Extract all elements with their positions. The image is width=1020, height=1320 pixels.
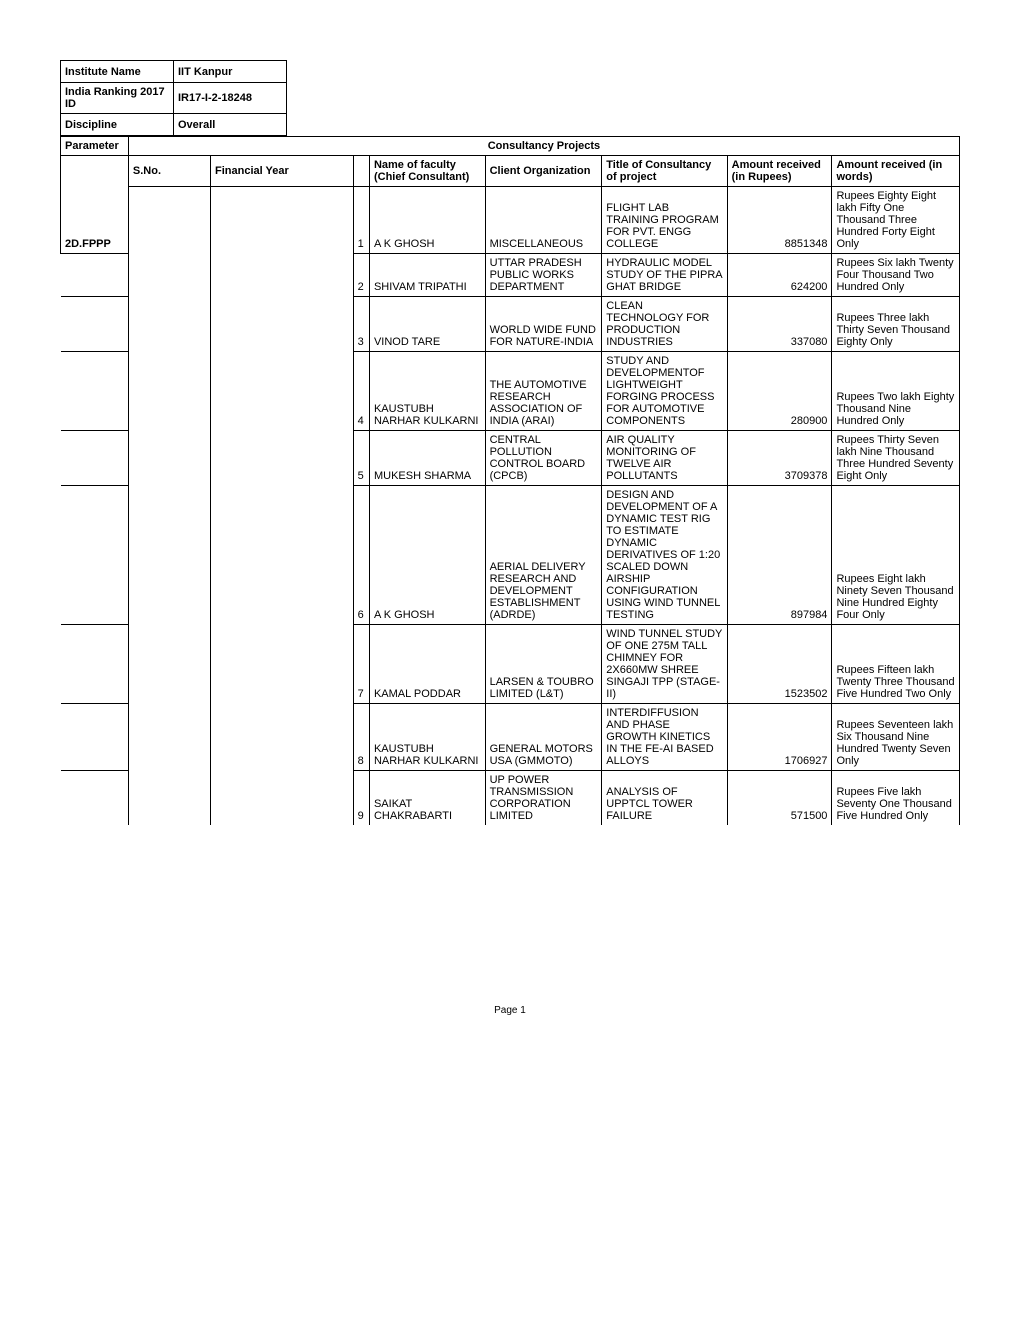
row-words: Rupees Three lakh Thirty Seven Thousand … — [832, 297, 960, 352]
row-faculty: KAUSTUBH NARHAR KULKARNI — [369, 352, 485, 431]
spacer-cell — [61, 431, 129, 486]
column-header-row: 2D.FPPP S.No. Financial Year Name of fac… — [61, 156, 960, 187]
row-idx: 4 — [353, 352, 369, 431]
row-words: Rupees Eighty Eight lakh Fifty One Thous… — [832, 187, 960, 254]
section-title: Consultancy Projects — [128, 137, 959, 156]
spacer-cell — [61, 771, 129, 826]
page-footer: Page 1 — [60, 1005, 960, 1016]
col-year: Financial Year — [211, 156, 354, 187]
spacer-cell — [61, 486, 129, 625]
row-title: HYDRAULIC MODEL STUDY OF THE PIPRA GHAT … — [602, 254, 727, 297]
row-faculty: A K GHOSH — [369, 486, 485, 625]
row-amount: 3709378 — [727, 431, 832, 486]
row-words: Rupees Eight lakh Ninety Seven Thousand … — [832, 486, 960, 625]
row-amount: 624200 — [727, 254, 832, 297]
row-amount: 8851348 — [727, 187, 832, 254]
row-amount: 337080 — [727, 297, 832, 352]
spacer-cell — [61, 297, 129, 352]
row-idx: 9 — [353, 771, 369, 826]
row-faculty: SHIVAM TRIPATHI — [369, 254, 485, 297]
row-client: UTTAR PRADESH PUBLIC WORKS DEPARTMENT — [485, 254, 602, 297]
row-client: THE AUTOMOTIVE RESEARCH ASSOCIATION OF I… — [485, 352, 602, 431]
row-faculty: VINOD TARE — [369, 297, 485, 352]
row-faculty: MUKESH SHARMA — [369, 431, 485, 486]
row-title: AIR QUALITY MONITORING OF TWELVE AIR POL… — [602, 431, 727, 486]
row-title: INTERDIFFUSION AND PHASE GROWTH KINETICS… — [602, 704, 727, 771]
row-faculty: SAIKAT CHAKRABARTI — [369, 771, 485, 826]
row-client: LARSEN & TOUBRO LIMITED (L&T) — [485, 625, 602, 704]
row-client: CENTRAL POLLUTION CONTROL BOARD (CPCB) — [485, 431, 602, 486]
institute-label: Institute Name — [61, 61, 174, 83]
main-table: Parameter Consultancy Projects 2D.FPPP S… — [60, 136, 960, 825]
row-idx: 2 — [353, 254, 369, 297]
row-amount: 897984 — [727, 486, 832, 625]
row-amount: 280900 — [727, 352, 832, 431]
spacer-cell — [61, 352, 129, 431]
row-faculty: A K GHOSH — [369, 187, 485, 254]
row-client: UP POWER TRANSMISSION CORPORATION LIMITE… — [485, 771, 602, 826]
row-client: GENERAL MOTORS USA (GMMOTO) — [485, 704, 602, 771]
row-amount: 1706927 — [727, 704, 832, 771]
spacer-cell — [61, 254, 129, 297]
row-idx: 1 — [353, 187, 369, 254]
row-faculty: KAUSTUBH NARHAR KULKARNI — [369, 704, 485, 771]
year-cell — [211, 187, 354, 826]
section-row: Parameter Consultancy Projects — [61, 137, 960, 156]
discipline-value: Overall — [174, 114, 287, 136]
col-client: Client Organization — [485, 156, 602, 187]
row-words: Rupees Seventeen lakh Six Thousand Nine … — [832, 704, 960, 771]
row-words: Rupees Five lakh Seventy One Thousand Fi… — [832, 771, 960, 826]
row-idx: 3 — [353, 297, 369, 352]
row-title: STUDY AND DEVELOPMENTOF LIGHTWEIGHT FORG… — [602, 352, 727, 431]
institute-value: IIT Kanpur — [174, 61, 287, 83]
row-amount: 1523502 — [727, 625, 832, 704]
row-idx: 6 — [353, 486, 369, 625]
ranking-value: IR17-I-2-18248 — [174, 83, 287, 114]
row-words: Rupees Six lakh Twenty Four Thousand Two… — [832, 254, 960, 297]
col-idx-spacer — [353, 156, 369, 187]
col-title: Title of Consultancy of project — [602, 156, 727, 187]
col-sno: S.No. — [128, 156, 210, 187]
row-words: Rupees Fifteen lakh Twenty Three Thousan… — [832, 625, 960, 704]
code-label: 2D.FPPP — [61, 156, 129, 254]
discipline-label: Discipline — [61, 114, 174, 136]
col-amount-words: Amount received (in words) — [832, 156, 960, 187]
row-title: DESIGN AND DEVELOPMENT OF A DYNAMIC TEST… — [602, 486, 727, 625]
row-amount: 571500 — [727, 771, 832, 826]
row-client: MISCELLANEOUS — [485, 187, 602, 254]
row-client: AERIAL DELIVERY RESEARCH AND DEVELOPMENT… — [485, 486, 602, 625]
parameter-label: Parameter — [61, 137, 129, 156]
row-idx: 7 — [353, 625, 369, 704]
row-client: WORLD WIDE FUND FOR NATURE-INDIA — [485, 297, 602, 352]
row-title: FLIGHT LAB TRAINING PROGRAM FOR PVT. ENG… — [602, 187, 727, 254]
col-faculty: Name of faculty (Chief Consultant) — [369, 156, 485, 187]
row-words: Rupees Two lakh Eighty Thousand Nine Hun… — [832, 352, 960, 431]
ranking-label: India Ranking 2017 ID — [61, 83, 174, 114]
row-title: ANALYSIS OF UPPTCL TOWER FAILURE — [602, 771, 727, 826]
spacer-cell — [61, 704, 129, 771]
row-faculty: KAMAL PODDAR — [369, 625, 485, 704]
header-table: Institute Name IIT Kanpur India Ranking … — [60, 60, 287, 136]
row-idx: 5 — [353, 431, 369, 486]
row-title: WIND TUNNEL STUDY OF ONE 275M TALL CHIMN… — [602, 625, 727, 704]
row-title: CLEAN TECHNOLOGY FOR PRODUCTION INDUSTRI… — [602, 297, 727, 352]
table-row: 1 A K GHOSH MISCELLANEOUS FLIGHT LAB TRA… — [61, 187, 960, 254]
row-idx: 8 — [353, 704, 369, 771]
row-words: Rupees Thirty Seven lakh Nine Thousand T… — [832, 431, 960, 486]
spacer-cell — [61, 625, 129, 704]
col-amount-num: Amount received (in Rupees) — [727, 156, 832, 187]
sno-cell — [128, 187, 210, 826]
